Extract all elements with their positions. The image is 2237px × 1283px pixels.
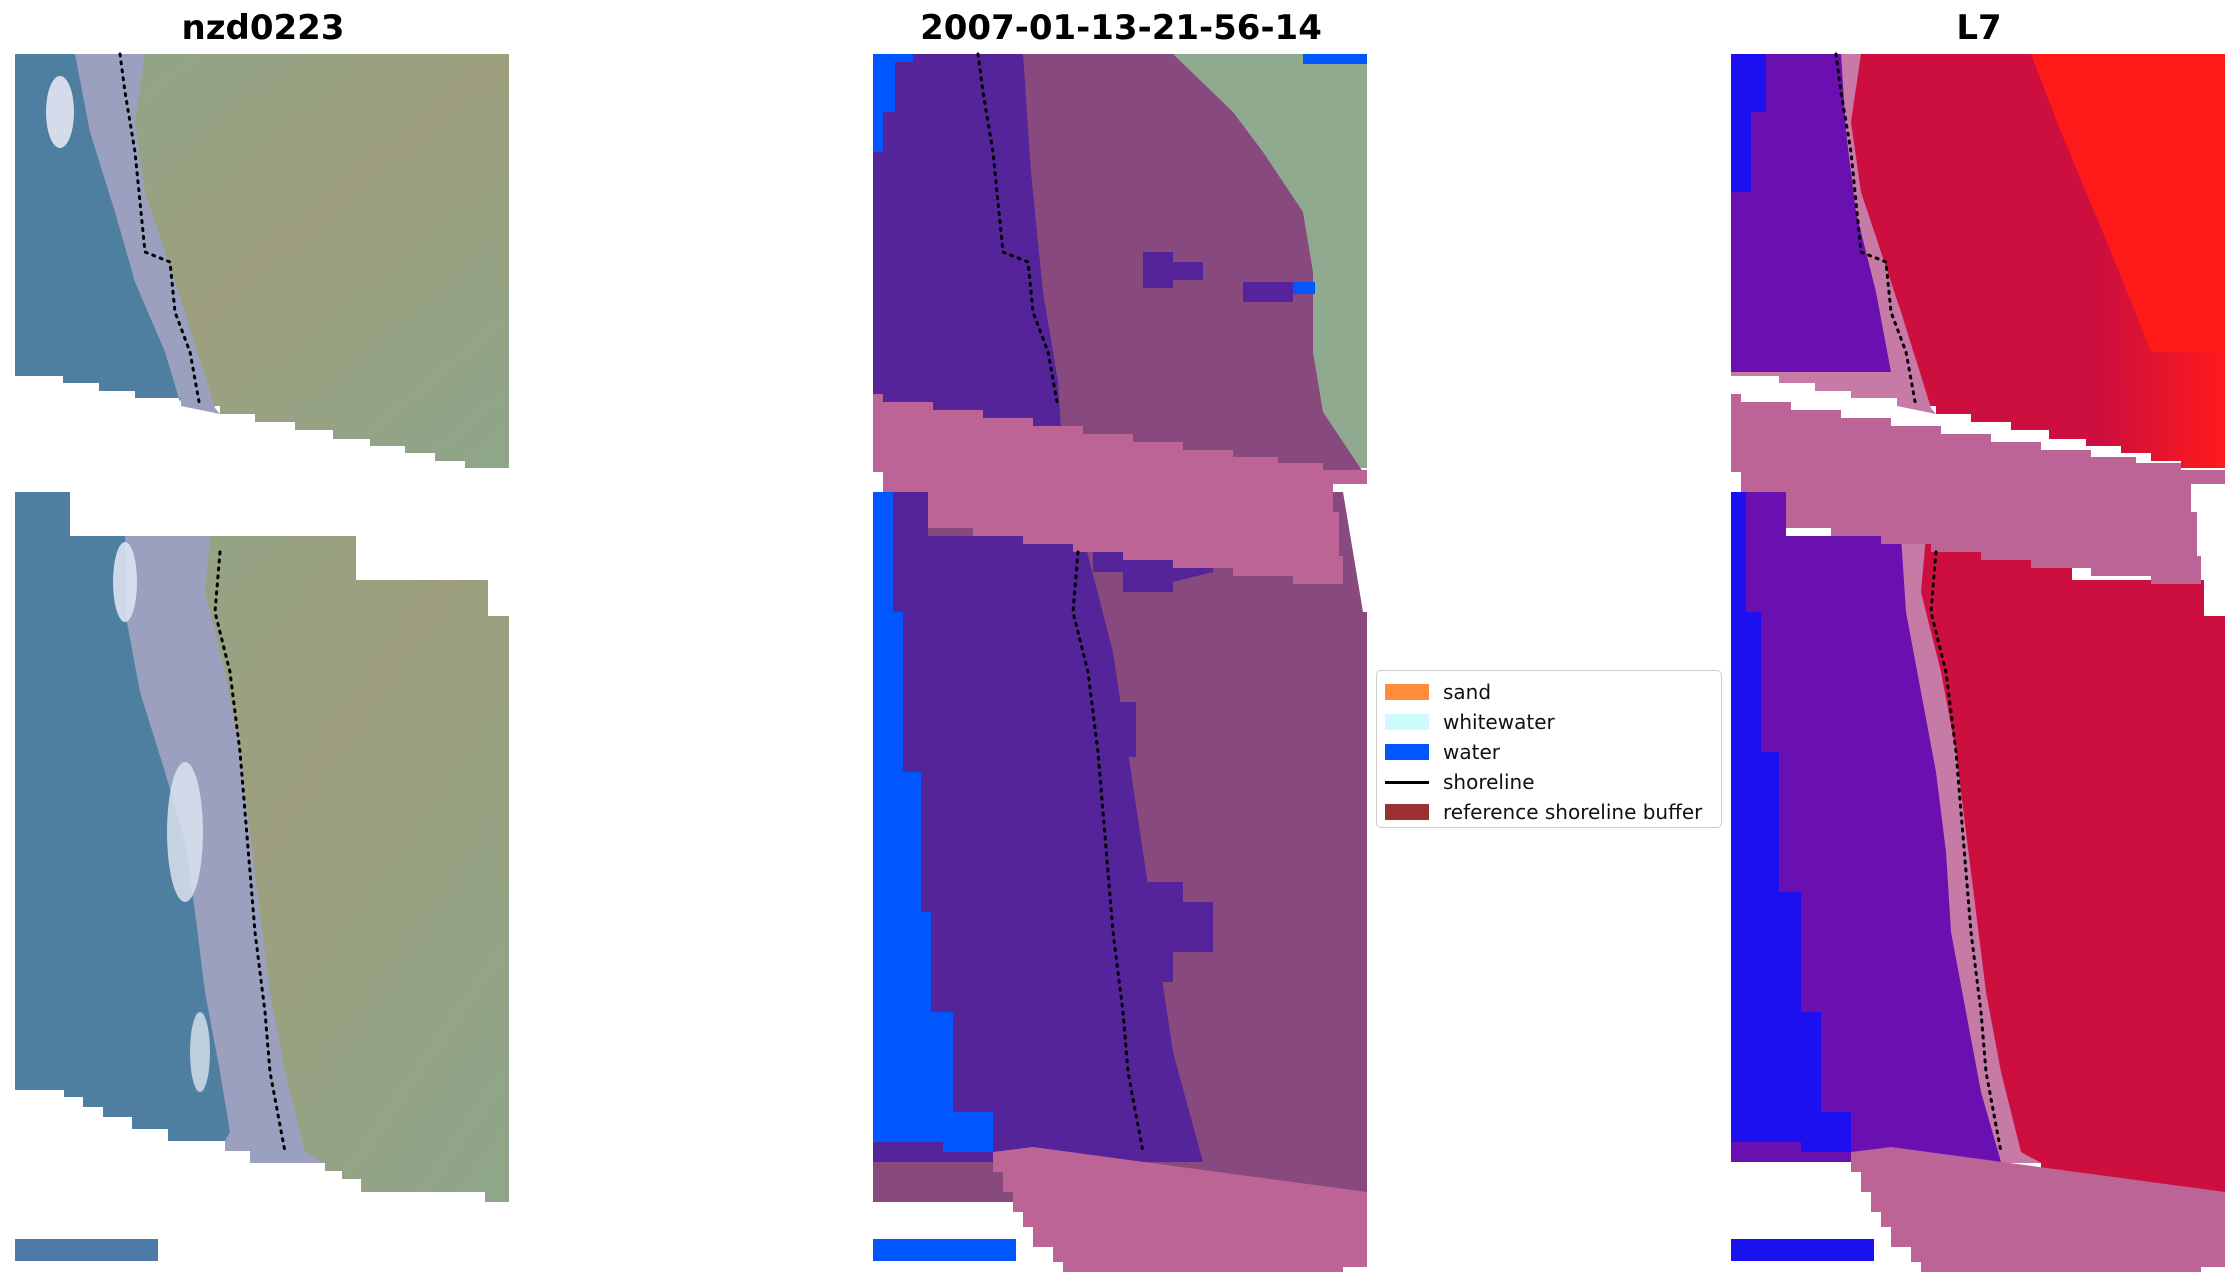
legend-item-water: water <box>1385 737 1713 767</box>
whitewater-swatch <box>1385 714 1429 730</box>
reference-buffer-middle <box>873 394 1367 584</box>
sand-swatch <box>1385 684 1429 700</box>
legend-label-sand: sand <box>1443 680 1492 704</box>
shoreline-line-swatch <box>1385 780 1429 784</box>
surf-patch <box>113 542 137 622</box>
index-image-panel <box>1731 52 2227 1272</box>
inland-class-patch <box>1113 882 1213 982</box>
reference-buffer-middle <box>1731 394 2225 584</box>
reference-buffer-bottom <box>993 1147 1367 1272</box>
legend: sand whitewater water shoreline referenc… <box>1376 670 1722 828</box>
inland-class-patch <box>1243 282 1293 302</box>
rgb-satellite-image <box>15 52 509 1261</box>
legend-label-shoreline: shoreline <box>1443 770 1535 794</box>
index-satellite-image <box>1731 52 2225 1272</box>
ocean-area-bottom <box>15 492 230 1141</box>
scale-bar <box>873 1239 1016 1261</box>
inland-class-patch <box>1143 252 1203 288</box>
legend-item-reference-shoreline-buffer: reference shoreline buffer <box>1385 797 1713 827</box>
water-class-top-left <box>873 54 913 152</box>
ocean-index-bottom <box>1731 492 1851 1152</box>
rgb-image-panel <box>15 52 511 1272</box>
shoreline-dotted-bottom <box>1929 550 2003 1154</box>
scale-bar <box>15 1239 158 1261</box>
legend-label-water: water <box>1443 740 1500 764</box>
water-class-patch <box>1293 282 1315 294</box>
panel-title-index: L7 <box>1956 8 2002 48</box>
reference-buffer-bottom <box>1851 1147 2225 1272</box>
beach-class-top <box>873 54 1063 462</box>
shoreline-dotted-bottom <box>213 550 287 1154</box>
panel-title-classified: 2007-01-13-21-56-14 <box>920 8 1322 48</box>
legend-item-shoreline: shoreline <box>1385 767 1713 797</box>
reference-buffer-swatch <box>1385 804 1429 820</box>
shoreline-dotted-bottom <box>1071 550 1145 1154</box>
ocean-index-top <box>1731 54 1766 192</box>
shoreline-dotted-top <box>1834 52 1918 409</box>
beach-index-top <box>1731 54 1891 372</box>
shoreline-dotted-top <box>976 52 1060 409</box>
water-swatch <box>1385 744 1429 760</box>
classified-image-panel <box>873 52 1369 1272</box>
legend-item-sand: sand <box>1385 677 1713 707</box>
surf-patch <box>190 1012 210 1092</box>
surf-patch <box>167 762 203 902</box>
legend-label-whitewater: whitewater <box>1443 710 1555 734</box>
inland-class-patch <box>1118 702 1136 757</box>
legend-item-whitewater: whitewater <box>1385 707 1713 737</box>
water-class-bottom <box>873 492 993 1152</box>
scale-bar <box>1731 1239 1874 1261</box>
legend-label-reference-shoreline-buffer: reference shoreline buffer <box>1443 800 1703 824</box>
classified-satellite-image <box>873 52 1367 1272</box>
water-class-top-right <box>1303 54 1367 64</box>
surf-patch <box>46 76 74 148</box>
panel-title-rgb: nzd0223 <box>181 8 345 48</box>
shoreline-dotted-top <box>118 52 202 409</box>
land-high-index-patch <box>2031 54 2225 352</box>
beach-class-bottom <box>873 492 1203 1162</box>
